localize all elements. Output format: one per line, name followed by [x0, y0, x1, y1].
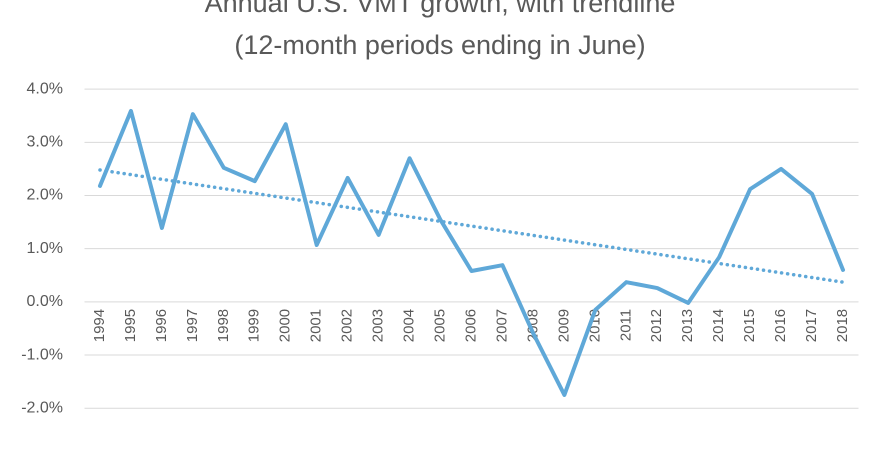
y-tick-label: -2.0%: [21, 399, 63, 416]
x-tick-label: 1998: [215, 309, 232, 342]
x-tick-label: 2005: [432, 309, 449, 342]
x-tick-label: 1995: [122, 309, 139, 342]
x-tick-label: 2016: [772, 309, 789, 342]
x-tick-label: 1996: [153, 309, 170, 342]
x-tick-label: 2000: [277, 309, 294, 342]
x-tick-label: 2006: [462, 309, 479, 342]
x-tick-label: 2001: [308, 309, 325, 342]
x-tick-label: 2009: [555, 309, 572, 342]
y-tick-label: 1.0%: [27, 240, 63, 257]
x-tick-label: 2002: [339, 309, 356, 342]
y-tick-label: -1.0%: [21, 346, 63, 363]
y-tick-label: 2.0%: [27, 187, 63, 204]
x-tick-label: 2013: [679, 309, 696, 342]
x-tick-label: 2003: [370, 309, 387, 342]
x-tick-label: 2012: [648, 309, 665, 342]
chart-subtitle: (12-month periods ending in June): [234, 30, 645, 60]
data-line: [97, 108, 846, 397]
x-tick-label: 2018: [834, 309, 851, 342]
x-tick-label: 2008: [524, 309, 541, 342]
y-tick-label: 0.0%: [27, 293, 63, 310]
x-tick-label: 2017: [803, 309, 820, 342]
x-tick-label: 2007: [493, 309, 510, 342]
x-tick-label: 2015: [741, 309, 758, 342]
x-tick-label: 1999: [246, 309, 263, 342]
x-tick-label: 2004: [401, 309, 418, 342]
x-tick-label: 1994: [91, 309, 108, 342]
chart-title: Annual U.S. VMT growth, with trendline: [205, 0, 676, 18]
x-tick-label: 2011: [617, 309, 634, 341]
y-tick-label: 3.0%: [27, 134, 63, 151]
x-tick-label: 2014: [710, 309, 727, 342]
y-tick-label: 4.0%: [27, 80, 63, 97]
x-tick-label: 1997: [184, 309, 201, 342]
